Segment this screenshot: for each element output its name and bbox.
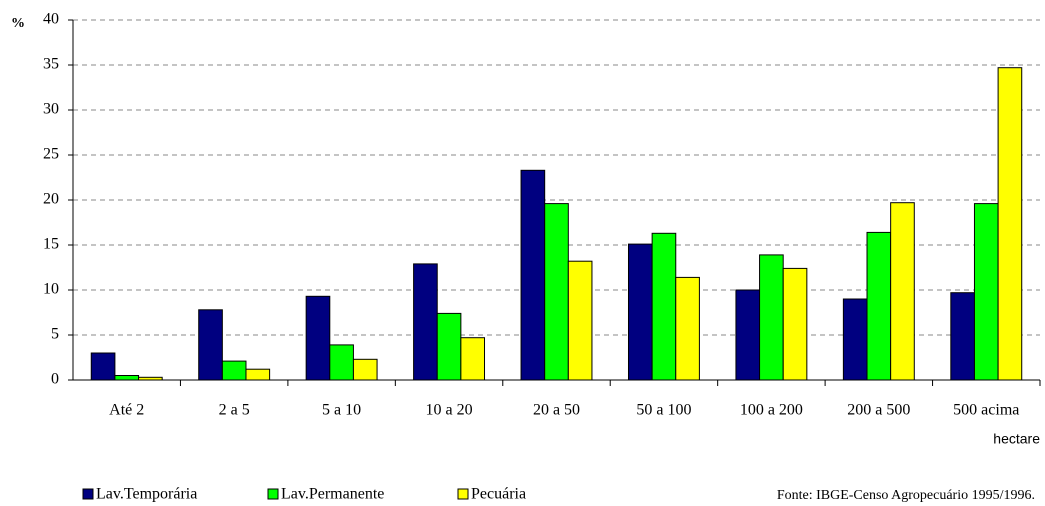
legend-label: Pecuária (471, 486, 526, 503)
legend-swatch (82, 488, 94, 500)
y-tick-label: 0 (51, 371, 59, 388)
bar (544, 203, 569, 381)
x-tick-label: 100 a 200 (740, 402, 803, 419)
annotation: Fonte: IBGE-Censo Agropecuário 1995/1996… (777, 488, 1035, 503)
bar (651, 232, 677, 381)
bar (759, 254, 784, 381)
y-tick-label: 15 (43, 236, 59, 253)
bar (627, 243, 653, 381)
legend-swatch (267, 488, 279, 500)
bar (329, 344, 354, 381)
bar (866, 231, 892, 381)
bar (567, 260, 593, 381)
x-tick-label: 5 a 10 (322, 402, 361, 419)
x-tick-label: Até 2 (109, 402, 144, 419)
x-tick-label: 500 acima (953, 402, 1019, 419)
bar (221, 360, 247, 381)
bar (305, 295, 331, 381)
y-tick-label: 40 (43, 11, 59, 28)
bar (90, 352, 116, 381)
x-tick-label: 200 a 500 (847, 402, 910, 419)
bar (520, 169, 546, 381)
bar (735, 289, 761, 381)
x-tick-label: 10 a 20 (426, 402, 473, 419)
legend-label: Lav.Temporária (96, 486, 197, 503)
legend-swatch (457, 488, 469, 500)
y-tick-label: 30 (43, 101, 59, 118)
bar (460, 337, 486, 381)
legend-label: Lav.Permanente (281, 486, 384, 503)
x-tick-label: 20 a 50 (533, 402, 580, 419)
bar (782, 267, 808, 381)
bar (138, 376, 163, 381)
x-tick-label: 2 a 5 (219, 402, 250, 419)
bar (198, 309, 223, 381)
bar (842, 298, 868, 381)
bar (245, 368, 271, 381)
bar (997, 67, 1023, 381)
bar (973, 203, 999, 381)
y-tick-label: 5 (51, 326, 59, 343)
y-tick-label: 10 (43, 281, 59, 298)
bar (114, 375, 140, 381)
x-tick-label: 50 a 100 (636, 402, 691, 419)
bar (950, 292, 975, 381)
bar (413, 263, 438, 381)
bar (890, 202, 915, 381)
y-tick-label: 20 (43, 191, 59, 208)
y-tick-label: 25 (43, 146, 59, 163)
bar (436, 312, 462, 381)
bar (675, 276, 700, 381)
y-axis-label: % (11, 16, 25, 31)
bar (352, 358, 378, 381)
x-axis-label: hectare (993, 431, 1040, 447)
y-tick-label: 35 (43, 56, 59, 73)
